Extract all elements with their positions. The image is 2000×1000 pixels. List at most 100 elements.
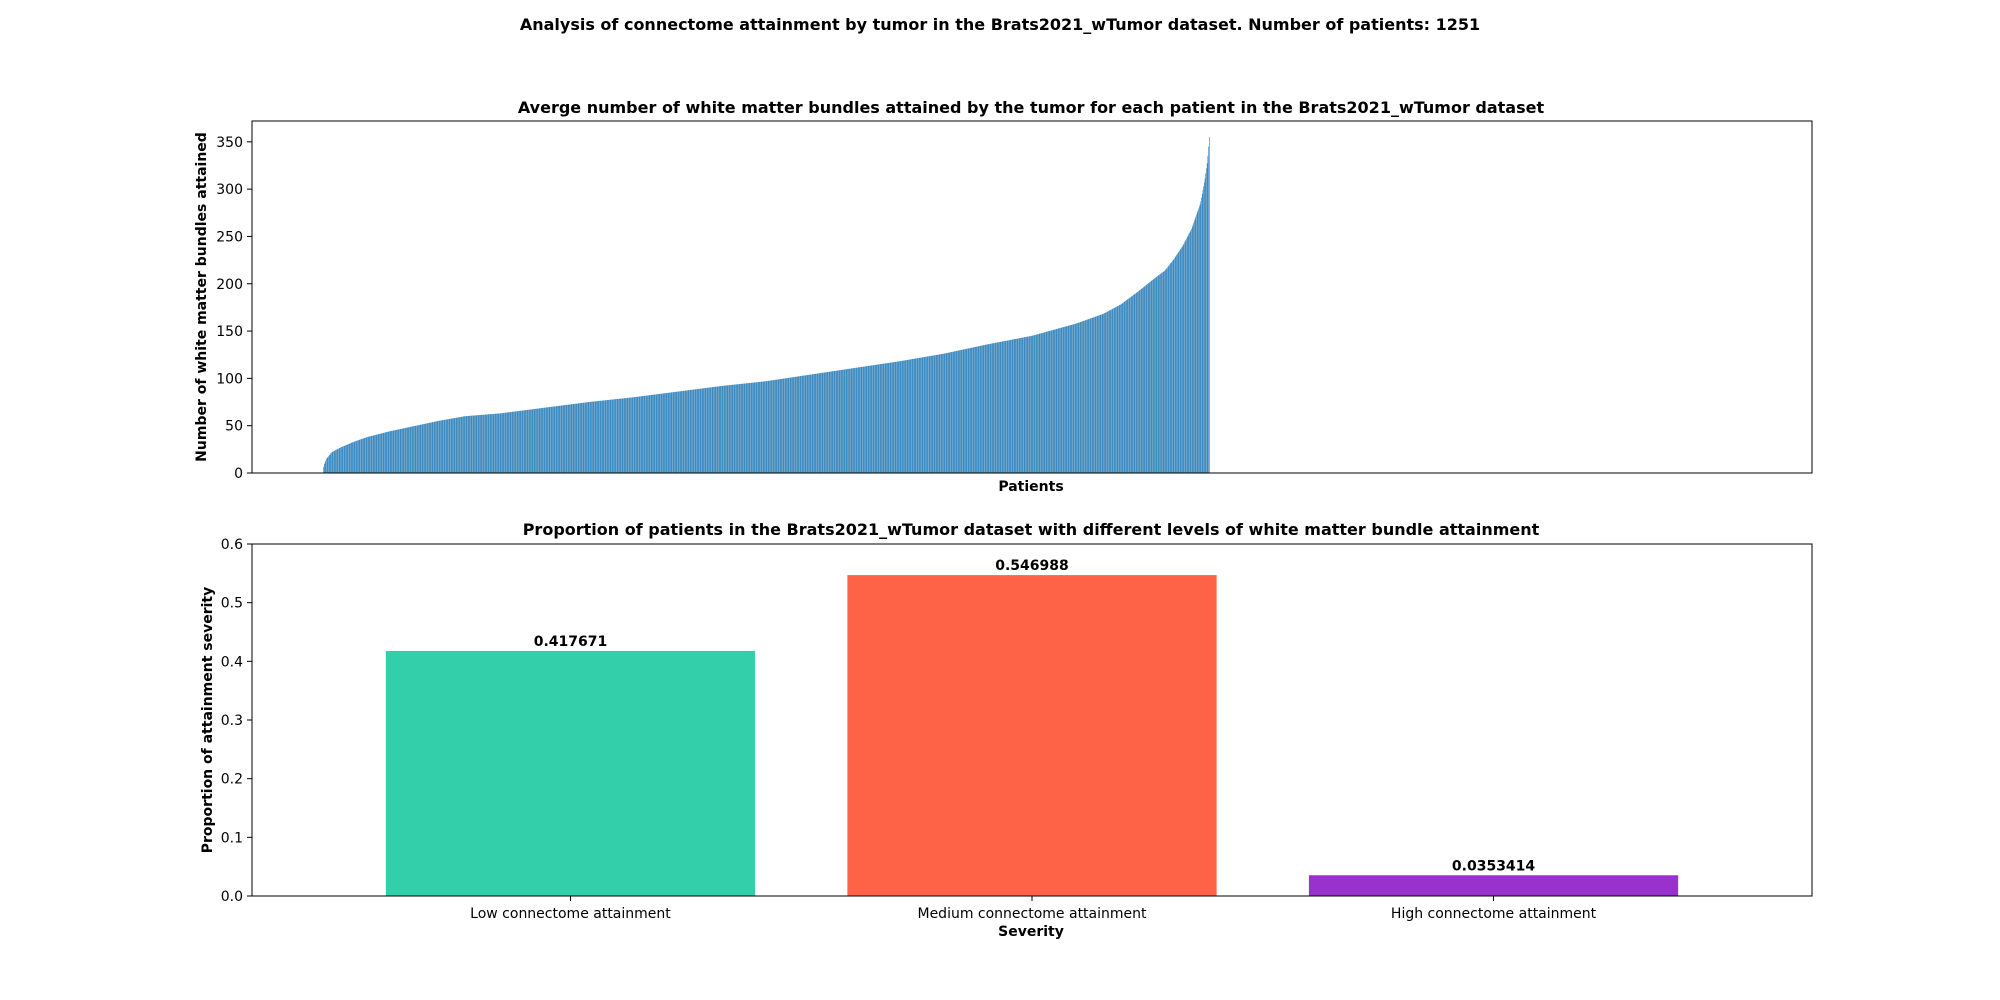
chart1-bar (661, 393, 663, 473)
chart1-bar (427, 423, 429, 473)
chart1-bar (1150, 281, 1152, 473)
chart1-bar (758, 382, 759, 473)
chart1-bar (979, 345, 981, 473)
chart1-bar (609, 399, 610, 473)
chart1-bar (372, 435, 373, 473)
chart1-bar (953, 351, 954, 473)
chart1-bar (599, 400, 601, 473)
chart1-bar (326, 458, 327, 473)
chart1-bar (563, 405, 565, 473)
chart1-bar (697, 389, 698, 473)
chart1-bar (1023, 337, 1024, 473)
chart1-bar (1131, 296, 1133, 473)
chart1-bar (685, 390, 687, 473)
chart1-bar (343, 445, 345, 473)
chart1-bar (695, 389, 697, 473)
chart1-bar (924, 356, 926, 473)
chart1-bar (645, 395, 646, 473)
chart1-bar (554, 406, 556, 473)
chart1-bar (1133, 294, 1135, 473)
chart1-bar (770, 380, 772, 473)
chart1-bar (881, 363, 882, 473)
chart1-bar (745, 383, 746, 473)
chart1-bar (882, 363, 883, 473)
chart1-bar (558, 405, 560, 473)
chart1-bar (410, 426, 412, 473)
chart1-bar (628, 397, 630, 473)
chart1-bar (1198, 208, 1199, 473)
chart1-bar (384, 432, 385, 473)
chart1-bar (1076, 323, 1077, 473)
chart1-bar (1061, 327, 1063, 473)
chart1-bar (421, 424, 423, 473)
chart1-bar (374, 435, 375, 473)
chart1-bar (1109, 310, 1110, 473)
chart1-bar (438, 420, 440, 473)
chart1-bar (584, 402, 586, 473)
chart1-bar (451, 418, 453, 473)
chart1-bar (574, 403, 575, 473)
chart1-bar (833, 371, 835, 473)
chart1-bar (732, 384, 734, 473)
chart1-bar (412, 426, 414, 473)
chart1-bar (1066, 326, 1068, 473)
chart1-bar (776, 379, 778, 473)
chart1-bar (754, 382, 756, 473)
chart1-bar (458, 417, 459, 473)
chart1-bar (1009, 340, 1010, 473)
chart1-bar (590, 401, 592, 473)
chart1-bar (609, 399, 611, 473)
chart1-bar (1130, 296, 1132, 473)
chart1-bar (787, 377, 789, 473)
chart1-bar (733, 384, 735, 473)
chart1-bar (415, 425, 417, 473)
chart1-bar (1113, 307, 1115, 473)
chart1-bar (1151, 280, 1153, 473)
chart1-bar (1018, 338, 1020, 473)
chart1-bar (395, 429, 397, 473)
chart1-bar (502, 413, 503, 473)
chart1-bar (760, 381, 762, 473)
chart1-bar (1055, 329, 1056, 473)
chart2-bars (385, 575, 1679, 896)
chart1-bar (1135, 292, 1137, 473)
chart1-bar (807, 374, 809, 473)
chart1-bar (1063, 326, 1065, 473)
chart1-bar (560, 405, 561, 473)
chart1-bar (422, 424, 424, 473)
chart1-bar (1021, 337, 1023, 473)
chart1-bar (407, 427, 409, 473)
chart1-bar (473, 415, 475, 473)
chart1-bar (538, 408, 539, 473)
chart1-bar (545, 407, 546, 473)
chart1-bar (445, 419, 446, 473)
bundles-per-patient-chart: Averge number of white matter bundles at… (194, 98, 1813, 495)
chart1-bar (1091, 318, 1092, 473)
chart1-bar (989, 343, 991, 473)
chart1-bar (692, 389, 694, 473)
chart1-bar (1042, 332, 1043, 473)
chart1-bar (506, 412, 508, 473)
chart1-bar (370, 436, 371, 473)
chart1-bar (974, 346, 976, 473)
chart2-y-axis: 0.0 0.1 0.2 0.3 0.4 0.5 0.6 (221, 537, 252, 905)
chart1-bar (493, 413, 495, 473)
chart1-bar (836, 370, 837, 473)
chart1-bar (614, 399, 616, 473)
chart1-bar (1192, 224, 1194, 473)
chart1-bar (998, 342, 999, 473)
chart1-bar (774, 379, 775, 473)
chart1-bar (329, 455, 330, 473)
chart1-bar (943, 353, 945, 473)
chart1-bar (476, 415, 478, 473)
chart1-bar (565, 404, 567, 473)
chart1-bar (790, 377, 792, 473)
chart1-bar (548, 407, 550, 473)
chart1-bar (879, 364, 880, 473)
chart1-bar (1167, 266, 1169, 473)
chart1-bar (347, 444, 349, 473)
chart1-bar (612, 399, 614, 473)
chart1-bar (851, 368, 853, 473)
chart1-bar (716, 386, 717, 473)
chart1-bar (1105, 312, 1107, 473)
